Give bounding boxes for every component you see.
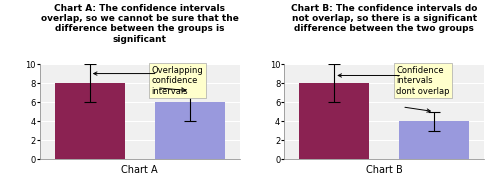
X-axis label: Chart A: Chart A — [121, 165, 158, 175]
Text: Chart B: The confidence intervals do
not overlap, so there is a significant
diff: Chart B: The confidence intervals do not… — [291, 4, 478, 33]
Bar — [399, 121, 469, 159]
Bar — [155, 102, 225, 159]
Bar — [299, 83, 369, 159]
X-axis label: Chart B: Chart B — [366, 165, 403, 175]
Legend: Group 1, Group 2: Group 1, Group 2 — [293, 68, 345, 92]
Bar — [55, 83, 125, 159]
Text: Chart A: The confidence intervals
overlap, so we cannot be sure that the
differe: Chart A: The confidence intervals overla… — [41, 4, 239, 44]
Text: Confidence
intervals
dont overlap: Confidence intervals dont overlap — [396, 66, 450, 96]
Text: Overlapping
confidence
intervals: Overlapping confidence intervals — [152, 66, 204, 96]
